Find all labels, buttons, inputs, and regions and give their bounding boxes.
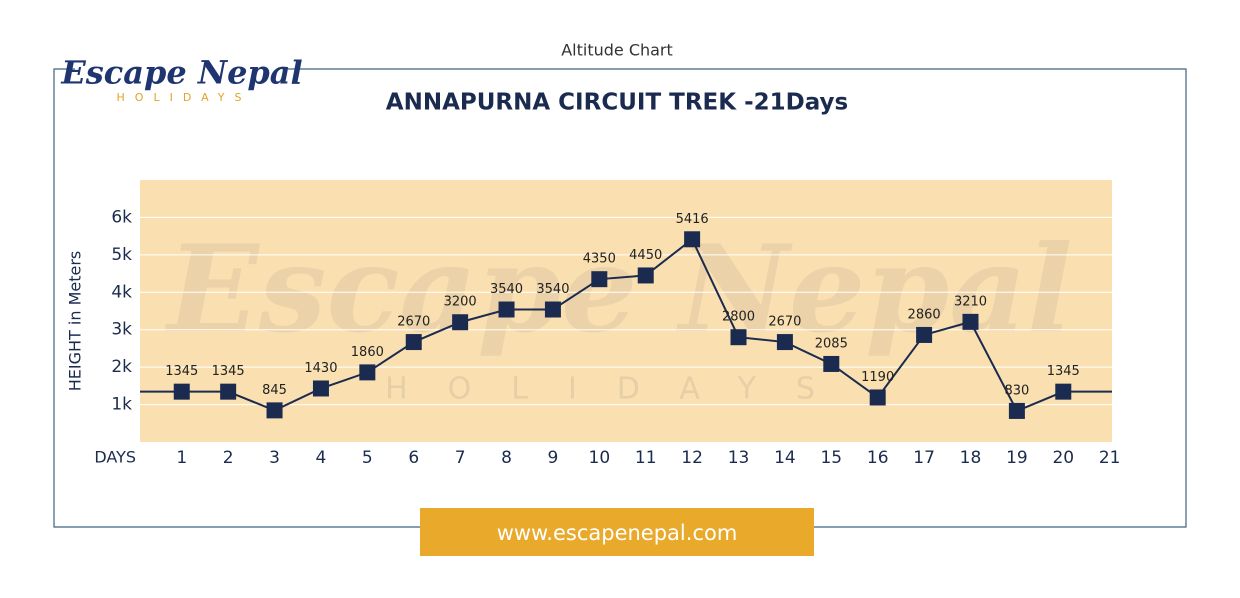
point-marker — [452, 314, 469, 331]
x-tick-label: 18 — [960, 448, 982, 468]
point-marker — [962, 313, 979, 330]
data-label: 4350 — [583, 252, 616, 267]
y-axis-label: HEIGHT in Meters — [66, 251, 85, 392]
data-label: 830 — [1004, 383, 1029, 398]
x-tick-label: 15 — [820, 448, 842, 468]
point-marker — [916, 326, 933, 343]
point-marker — [869, 389, 886, 406]
data-label: 1860 — [351, 345, 384, 360]
x-tick-label: 13 — [728, 448, 750, 468]
x-tick-label: 10 — [589, 448, 611, 468]
data-label: 845 — [262, 383, 287, 398]
x-axis-label: DAYS — [94, 448, 136, 467]
point-marker — [684, 231, 701, 248]
data-label: 4450 — [629, 248, 662, 263]
footer-url: www.escapenepal.com — [497, 521, 738, 545]
x-tick-label: 8 — [501, 448, 512, 468]
x-tick-label: 17 — [913, 448, 935, 468]
x-tick-label: 12 — [681, 448, 703, 468]
point-marker — [823, 355, 840, 372]
point-marker — [1008, 402, 1025, 419]
x-tick-label: 21 — [1099, 448, 1121, 468]
data-label: 3210 — [954, 294, 987, 309]
x-tick-label: 2 — [223, 448, 234, 468]
x-tick-label: 3 — [269, 448, 280, 468]
data-label: 1430 — [304, 361, 337, 376]
y-tick-label: 4k — [111, 282, 132, 302]
x-tick-label: 4 — [316, 448, 327, 468]
data-label: 1345 — [165, 364, 198, 379]
x-tick-label: 11 — [635, 448, 657, 468]
point-marker — [1055, 383, 1072, 400]
point-marker — [591, 271, 608, 288]
data-label: 1190 — [861, 370, 894, 385]
data-label: 3540 — [536, 282, 569, 297]
header-title: Altitude Chart — [561, 41, 673, 60]
point-marker — [776, 334, 793, 351]
data-label: 3540 — [490, 282, 523, 297]
x-tick-label: 7 — [455, 448, 466, 468]
watermark: Escape Nepal — [164, 219, 1072, 360]
data-label: 2670 — [397, 315, 430, 330]
data-label: 1345 — [1047, 364, 1080, 379]
x-tick-label: 16 — [867, 448, 889, 468]
data-label: 5416 — [676, 212, 709, 227]
x-tick-label: 20 — [1052, 448, 1074, 468]
x-tick-label: 1 — [176, 448, 187, 468]
point-marker — [173, 383, 190, 400]
point-marker — [359, 364, 376, 381]
footer-box — [420, 508, 814, 556]
y-tick-label: 6k — [111, 207, 132, 227]
x-tick-label: 9 — [548, 448, 559, 468]
logo-tagline: HOLIDAYS — [117, 91, 252, 104]
point-marker — [405, 334, 422, 351]
chart-title: ANNAPURNA CIRCUIT TREK -21Days — [386, 90, 848, 116]
point-marker — [730, 329, 747, 346]
x-tick-label: 19 — [1006, 448, 1028, 468]
data-label: 2085 — [815, 336, 848, 351]
x-tick-label: 6 — [408, 448, 419, 468]
data-label: 1345 — [212, 364, 245, 379]
y-tick-label: 5k — [111, 245, 132, 265]
watermark-tagline: HOLIDAYS — [385, 372, 855, 407]
y-tick-label: 1k — [111, 395, 132, 415]
data-label: 2800 — [722, 310, 755, 325]
x-tick-label: 14 — [774, 448, 796, 468]
point-marker — [544, 301, 561, 318]
point-marker — [637, 267, 654, 284]
point-marker — [312, 380, 329, 397]
point-marker — [266, 402, 283, 419]
data-label: 2860 — [908, 307, 941, 322]
data-label: 3200 — [444, 295, 477, 310]
y-tick-label: 2k — [111, 357, 132, 377]
point-marker — [498, 301, 515, 318]
point-marker — [220, 383, 237, 400]
logo-name: Escape Nepal — [60, 54, 302, 92]
data-label: 2670 — [768, 315, 801, 330]
x-tick-label: 5 — [362, 448, 373, 468]
y-tick-label: 3k — [111, 320, 132, 340]
